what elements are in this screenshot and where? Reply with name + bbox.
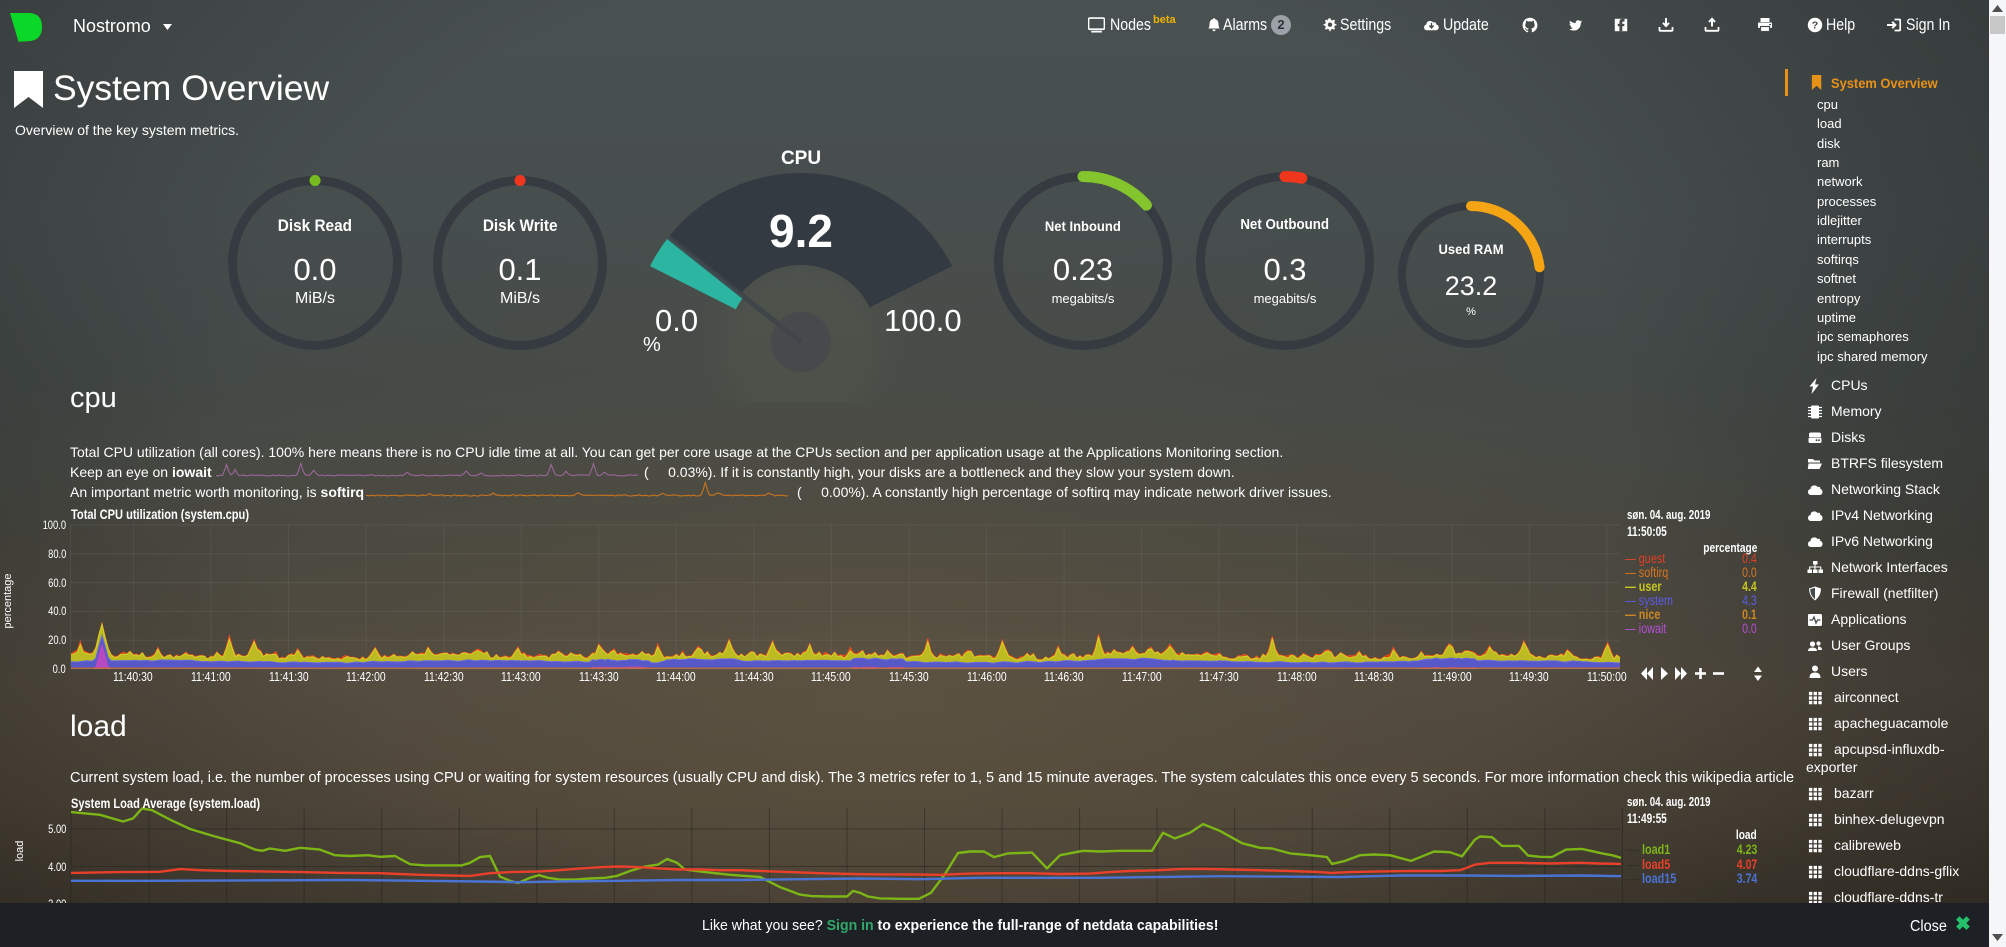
svg-text:?: ? [1812, 19, 1818, 31]
